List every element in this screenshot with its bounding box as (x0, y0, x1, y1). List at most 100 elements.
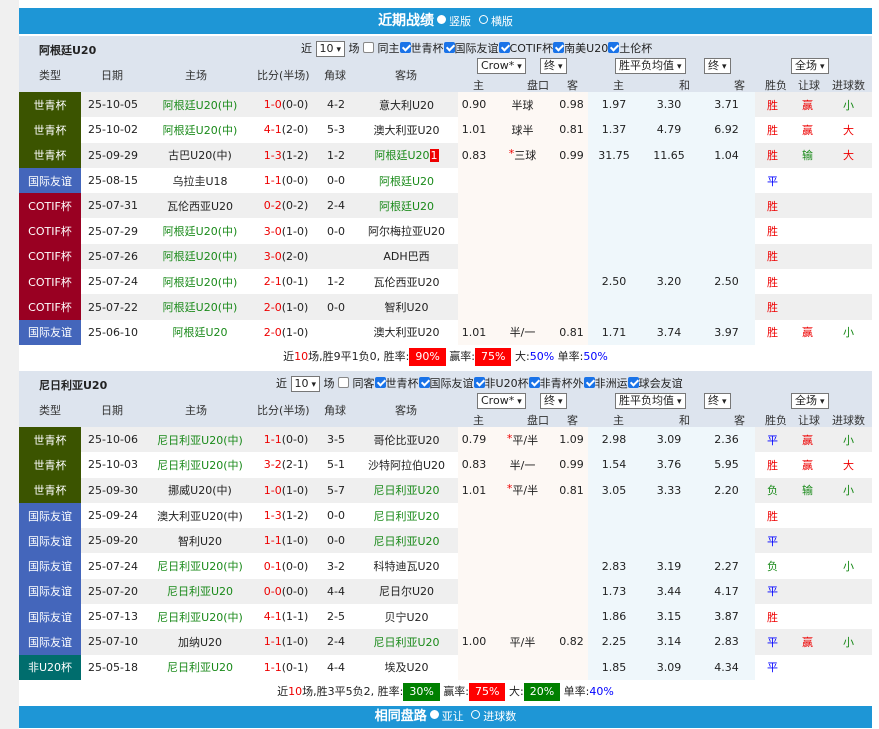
match-score[interactable]: 0-2(0-2) (255, 193, 317, 219)
filter-checkbox[interactable] (583, 376, 595, 388)
odds-type2-select[interactable]: 终 ▾ (704, 392, 731, 409)
away-team[interactable]: 贝宁U20 (355, 604, 458, 629)
away-team[interactable]: 埃及U20 (355, 655, 458, 680)
match-type-badge[interactable]: 国际友谊 (19, 629, 81, 655)
period-select[interactable]: 全场 ▾ (791, 58, 829, 74)
match-score[interactable]: 1-1(0-0) (255, 168, 317, 193)
match-score[interactable]: 4-1(1-1) (255, 604, 317, 629)
match-score[interactable]: 0-1(0-0) (255, 553, 317, 578)
filter-checkbox[interactable] (418, 376, 430, 388)
match-type-badge[interactable]: COTIF杯 (19, 294, 81, 320)
match-score[interactable]: 2-0(1-0) (255, 320, 317, 345)
home-team[interactable]: 尼日利亚U20(中) (157, 610, 243, 624)
away-team[interactable]: 科特迪瓦U20 (355, 553, 458, 578)
match-score[interactable]: 3-0(1-0) (255, 218, 317, 243)
away-team[interactable]: 意大利U20 (355, 92, 458, 118)
filter-checkbox[interactable] (553, 42, 565, 53)
away-team[interactable]: 哥伦比亚U20 (355, 426, 458, 453)
match-type-badge[interactable]: 世青杯 (19, 117, 81, 143)
away-team[interactable]: 尼日利亚U20 (355, 503, 458, 528)
home-team[interactable]: 阿根廷U20(中) (145, 294, 255, 320)
same-venue-checkbox[interactable] (363, 42, 375, 53)
home-team[interactable]: 尼日利亚U20(中) (157, 560, 243, 574)
home-team[interactable]: 古巴U20(中) (145, 142, 255, 168)
odds-type2-select[interactable]: 终 ▾ (704, 58, 731, 74)
home-team[interactable]: 尼日利亚U20(中) (145, 426, 255, 453)
match-score[interactable]: 1-1(1-0) (255, 528, 317, 554)
home-team[interactable]: 澳大利亚U20(中) (157, 509, 243, 523)
home-team[interactable]: 阿根廷U20(中) (162, 275, 238, 289)
home-team[interactable]: 加纳U20 (145, 629, 255, 655)
odds-type-select[interactable]: 终 ▾ (540, 58, 567, 74)
match-type-badge[interactable]: COTIF杯 (19, 218, 81, 244)
away-team[interactable]: 尼日利亚U20 (355, 528, 458, 554)
filter-checkbox[interactable] (473, 376, 485, 388)
match-type-badge[interactable]: 国际友谊 (19, 502, 81, 529)
match-type-badge[interactable]: 非U20杯 (19, 654, 81, 680)
avg-odds-select[interactable]: 胜平负均值 ▾ (615, 392, 686, 409)
match-type-badge[interactable]: 国际友谊 (19, 578, 81, 605)
match-score[interactable]: 1-1(1-0) (255, 629, 317, 655)
home-team[interactable]: 阿根廷U20 (172, 326, 228, 340)
match-type-badge[interactable]: 国际友谊 (19, 319, 81, 345)
away-team[interactable]: 阿尔梅拉亚U20 (355, 218, 458, 243)
filter-checkbox[interactable] (399, 42, 411, 53)
odds-type-select[interactable]: 终 ▾ (540, 392, 567, 409)
away-team[interactable]: 澳大利亚U20 (355, 117, 458, 142)
home-team[interactable]: 尼日利亚U20 (166, 661, 234, 675)
home-team[interactable]: 阿根廷U20(中) (162, 123, 238, 137)
away-team[interactable]: 尼日利亚U20 (355, 477, 458, 503)
away-team[interactable]: 智利U20 (355, 294, 458, 320)
filter-checkbox[interactable] (608, 42, 620, 53)
away-team[interactable]: 尼日利亚U20 (355, 629, 458, 655)
match-type-badge[interactable]: 世青杯 (19, 477, 81, 503)
filter-checkbox[interactable] (443, 42, 455, 53)
match-score[interactable]: 3-0(2-0) (255, 243, 317, 270)
match-type-badge[interactable]: 国际友谊 (19, 553, 81, 579)
match-score[interactable]: 1-0(0-0) (255, 92, 317, 118)
radio-horizontal[interactable] (478, 15, 488, 24)
match-score[interactable]: 0-0(0-0) (255, 578, 317, 605)
avg-odds-select[interactable]: 胜平负均值 ▾ (615, 58, 686, 74)
filter-checkbox[interactable] (627, 376, 639, 388)
match-type-badge[interactable]: COTIF杯 (19, 193, 81, 219)
home-team[interactable]: 乌拉圭U18 (172, 174, 228, 188)
match-type-badge[interactable]: 国际友谊 (19, 167, 81, 194)
company-select[interactable]: Crow* ▾ (477, 58, 526, 74)
radio-asian-handicap[interactable] (429, 709, 439, 719)
match-type-badge[interactable]: COTIF杯 (19, 243, 81, 270)
match-type-badge[interactable]: 国际友谊 (19, 604, 81, 630)
home-team[interactable]: 尼日利亚U20(中) (157, 458, 243, 472)
match-type-badge[interactable]: COTIF杯 (19, 269, 81, 295)
match-type-badge[interactable]: 世青杯 (19, 426, 81, 453)
match-score[interactable]: 1-0(1-0) (255, 477, 317, 503)
away-team[interactable]: 沙特阿拉伯U20 (355, 452, 458, 477)
radio-vertical[interactable] (437, 15, 447, 24)
match-score[interactable]: 1-1(0-0) (255, 426, 317, 453)
company-select[interactable]: Crow* ▾ (477, 392, 526, 409)
away-team[interactable]: 尼日尔U20 (355, 578, 458, 605)
away-team[interactable]: 阿根廷U20 (355, 193, 458, 219)
match-type-badge[interactable]: 世青杯 (19, 92, 81, 118)
match-type-badge[interactable]: 国际友谊 (19, 528, 81, 554)
filter-checkbox[interactable] (528, 376, 540, 388)
home-team[interactable]: 阿根廷U20(中) (162, 225, 238, 239)
away-team[interactable]: ADH巴西 (355, 243, 458, 270)
away-team[interactable]: 澳大利亚U20 (355, 320, 458, 345)
match-score[interactable]: 4-1(2-0) (255, 117, 317, 142)
filter-checkbox[interactable] (374, 376, 386, 388)
away-team[interactable]: 阿根廷U201 (355, 142, 458, 168)
same-venue-checkbox[interactable] (338, 376, 350, 388)
match-count-select[interactable]: 10 ▾ (290, 375, 321, 392)
match-score[interactable]: 1-1(0-1) (255, 655, 317, 680)
match-type-badge[interactable]: 世青杯 (19, 452, 81, 478)
period-select[interactable]: 全场 ▾ (791, 392, 829, 409)
home-team[interactable]: 尼日利亚U20 (145, 578, 255, 605)
match-score[interactable]: 1-3(1-2) (255, 142, 317, 168)
home-team[interactable]: 阿根廷U20(中) (145, 243, 255, 270)
match-score[interactable]: 2-0(1-0) (255, 294, 317, 320)
home-team[interactable]: 瓦伦西亚U20 (145, 193, 255, 219)
filter-checkbox[interactable] (498, 42, 510, 53)
match-type-badge[interactable]: 世青杯 (19, 142, 81, 168)
match-count-select[interactable]: 10 ▾ (315, 41, 346, 57)
